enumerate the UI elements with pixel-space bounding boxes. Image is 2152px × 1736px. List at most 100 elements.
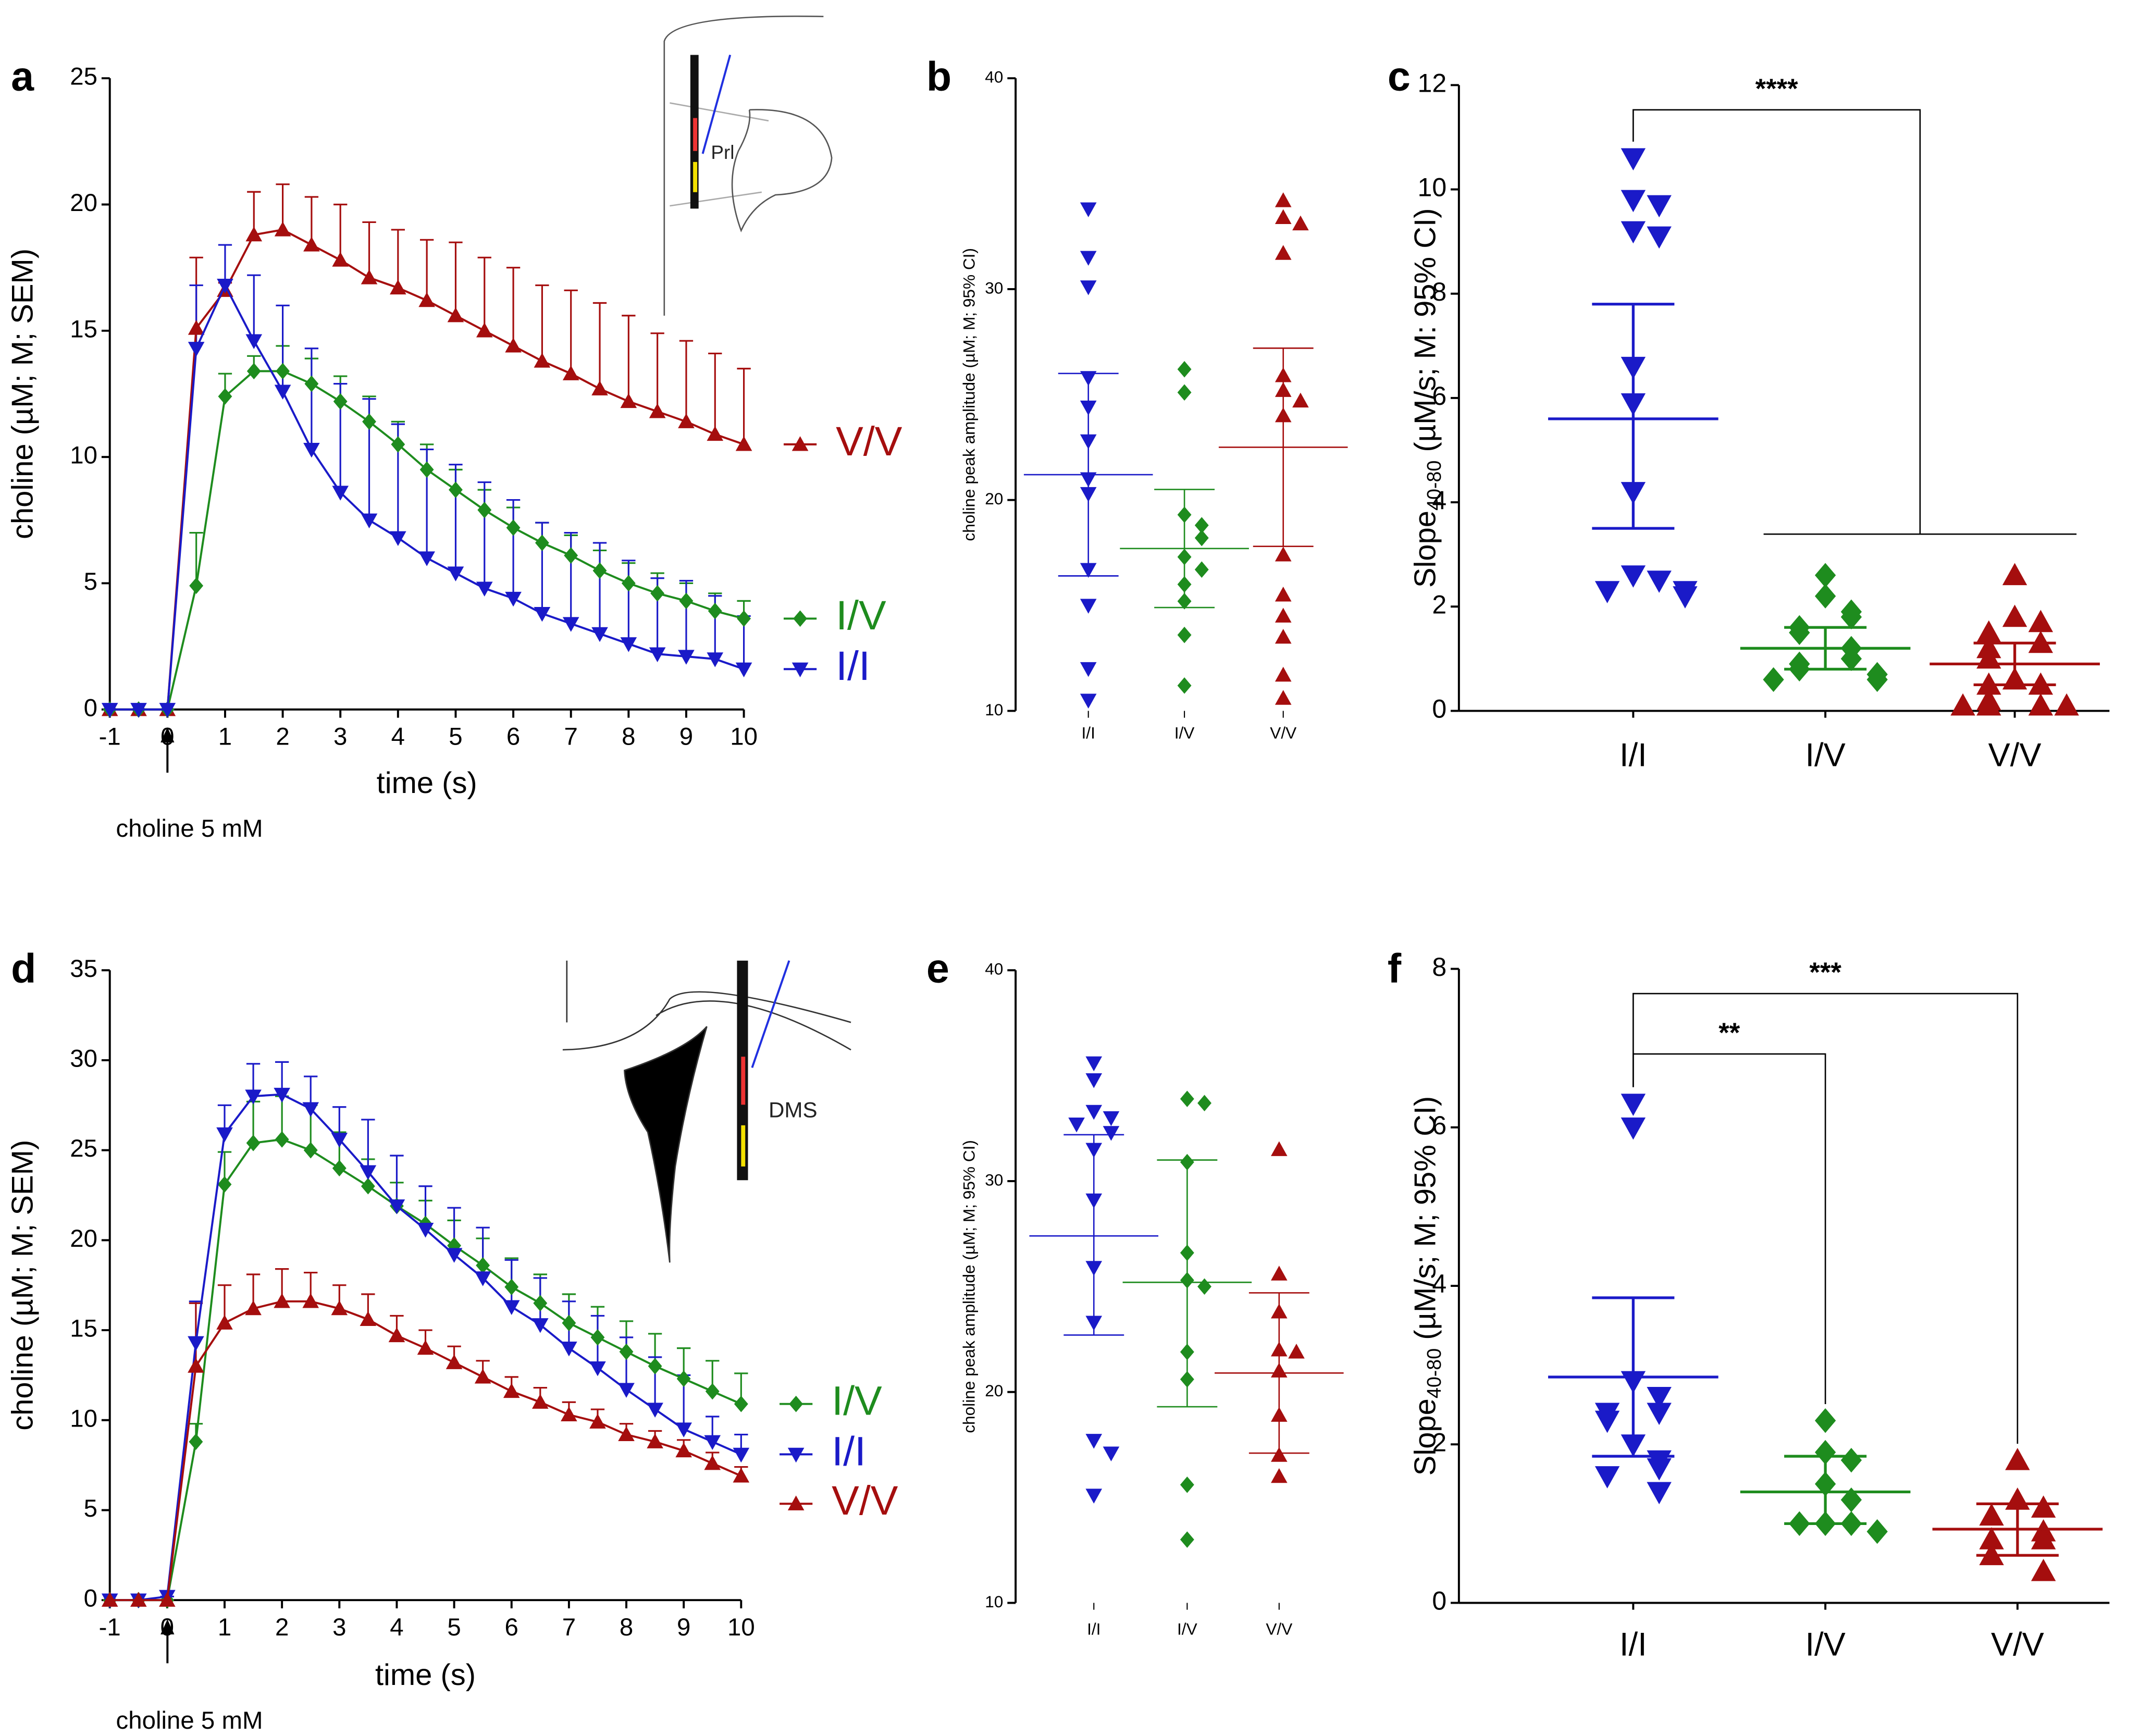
y-tick-label: 2 (1432, 590, 1446, 619)
x-tick-label: 10 (727, 1614, 755, 1641)
marker (360, 1311, 377, 1326)
y-tick-label: 6 (1432, 381, 1446, 411)
marker (1197, 1278, 1211, 1295)
x-tick-label: -1 (99, 1614, 121, 1641)
marker (418, 292, 435, 307)
panel-label: c (1388, 53, 1411, 100)
y-tick-label: 10 (985, 1592, 1003, 1611)
marker (189, 1433, 203, 1450)
marker (390, 531, 406, 547)
marker (787, 1447, 805, 1463)
marker (649, 403, 666, 418)
y-tick-label: 0 (84, 694, 97, 722)
inset-region (731, 109, 833, 233)
marker (390, 279, 406, 295)
marker (1976, 620, 2001, 643)
x-tick-label: I/V (1174, 724, 1195, 742)
marker (474, 1369, 491, 1384)
marker (1275, 666, 1292, 682)
marker (274, 221, 291, 237)
marker (1840, 646, 1862, 672)
marker (276, 363, 290, 380)
marker (417, 1340, 434, 1355)
y-tick-label: 15 (70, 315, 97, 343)
marker (1647, 1458, 1672, 1481)
x-tick-label: I/V (1805, 1626, 1845, 1663)
marker (1180, 1090, 1194, 1107)
pipette (751, 960, 790, 1068)
marker (2002, 563, 2027, 586)
marker (388, 1327, 405, 1343)
marker (737, 610, 751, 627)
marker (1621, 565, 1646, 588)
x-tick-label: V/V (1991, 1626, 2044, 1663)
marker (704, 1435, 721, 1450)
marker (791, 662, 809, 678)
marker (1275, 607, 1292, 623)
marker (274, 1293, 290, 1308)
bracket (1632, 1053, 1826, 1405)
marker (791, 436, 809, 451)
x-tick-label: 1 (218, 1614, 231, 1641)
marker (274, 1087, 290, 1103)
y-tick-label: 20 (70, 1225, 97, 1253)
marker (245, 226, 263, 242)
y-axis-label: choline peak amplitude (µM; M; 95% CI) (960, 1140, 979, 1433)
x-tick-label: 1 (218, 723, 232, 751)
marker (2031, 1558, 2056, 1581)
marker (417, 1222, 434, 1238)
x-tick-label: 8 (622, 723, 635, 751)
marker (562, 365, 579, 380)
marker (217, 278, 233, 294)
y-tick-label: 40 (985, 960, 1003, 978)
marker (1840, 1447, 1862, 1473)
marker (303, 1142, 318, 1159)
panel-label: a (11, 53, 34, 100)
inset-line (656, 1000, 851, 1051)
x-tick-label: 3 (333, 723, 347, 751)
panel-label: b (926, 53, 951, 100)
marker (1275, 245, 1292, 260)
y-tick-label: 6 (1432, 1111, 1446, 1140)
y-tick-label: 4 (1432, 486, 1446, 515)
y-axis-label-part: Slope (1409, 1398, 1442, 1475)
marker (1177, 626, 1192, 643)
marker (188, 342, 205, 357)
x-tick-label: 6 (506, 723, 520, 751)
marker (1194, 529, 1209, 547)
marker (447, 307, 464, 323)
marker (533, 1295, 548, 1312)
marker (332, 486, 349, 501)
marker (1271, 1447, 1288, 1462)
marker (1080, 599, 1097, 614)
marker (707, 426, 724, 441)
marker (474, 1271, 491, 1286)
marker (1621, 1117, 1646, 1140)
x-tick-label: 6 (505, 1614, 518, 1641)
y-tick-label: 0 (84, 1585, 97, 1613)
legend-label: I/I (836, 642, 870, 689)
marker (2031, 1527, 2056, 1549)
y-tick-label: 30 (985, 1170, 1003, 1189)
marker (1594, 1466, 1620, 1489)
marker (787, 1495, 805, 1510)
marker (1177, 384, 1192, 401)
marker (793, 610, 808, 627)
marker (275, 1131, 289, 1148)
marker (561, 1341, 577, 1357)
y-axis-label-part: 40-80 (1423, 1348, 1445, 1398)
x-tick-label: I/I (1619, 1626, 1647, 1663)
marker (589, 1361, 606, 1377)
x-tick-label: 4 (391, 723, 405, 751)
y-axis-label: Slope40-80 (µM/s; M; 95% CI) (1409, 1096, 1445, 1476)
legend-label: I/I (832, 1428, 866, 1474)
y-tick-label: 2 (1432, 1428, 1446, 1457)
marker (561, 1406, 577, 1422)
marker (535, 535, 549, 551)
marker (647, 1433, 663, 1448)
marker (1814, 563, 1836, 588)
marker (1197, 1095, 1211, 1112)
marker (735, 436, 752, 451)
